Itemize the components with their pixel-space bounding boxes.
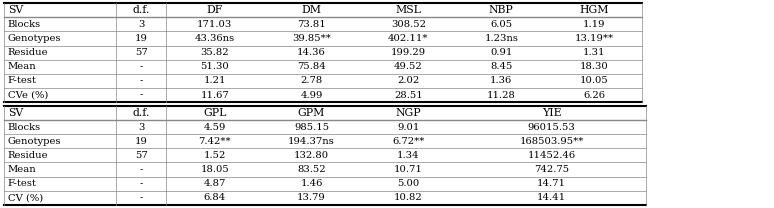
Text: 7.42**: 7.42** [198, 137, 231, 146]
Text: 132.80: 132.80 [294, 151, 329, 160]
Text: 51.30: 51.30 [200, 62, 229, 71]
Text: 1.23ns: 1.23ns [485, 34, 518, 43]
Text: 4.59: 4.59 [204, 123, 226, 132]
Text: 199.29: 199.29 [391, 48, 426, 57]
Text: 308.52: 308.52 [391, 20, 426, 29]
Text: 13.19**: 13.19** [574, 34, 614, 43]
Text: 171.03: 171.03 [197, 20, 232, 29]
Text: 14.71: 14.71 [537, 179, 566, 188]
Text: -: - [139, 62, 143, 71]
Text: 1.21: 1.21 [204, 76, 226, 85]
Text: 14.41: 14.41 [537, 193, 566, 202]
Text: DF: DF [207, 5, 223, 15]
Text: YIE: YIE [542, 108, 561, 118]
Text: 4.99: 4.99 [300, 90, 323, 100]
Text: 96015.53: 96015.53 [528, 123, 575, 132]
Text: 10.82: 10.82 [394, 193, 423, 202]
Text: SV: SV [8, 108, 23, 118]
Text: NBP: NBP [489, 5, 513, 15]
Text: 39.85**: 39.85** [292, 34, 331, 43]
Text: Residue: Residue [8, 151, 48, 160]
Text: 1.19: 1.19 [583, 20, 605, 29]
Text: 168503.95**: 168503.95** [519, 137, 584, 146]
Text: 2.78: 2.78 [300, 76, 323, 85]
Text: MSL: MSL [396, 5, 421, 15]
Text: 1.31: 1.31 [583, 48, 605, 57]
Text: d.f.: d.f. [132, 108, 150, 118]
Text: 14.36: 14.36 [297, 48, 326, 57]
Text: HGM: HGM [579, 5, 609, 15]
Text: -: - [139, 165, 143, 174]
Text: 18.30: 18.30 [580, 62, 608, 71]
Text: 1.36: 1.36 [490, 76, 512, 85]
Text: 35.82: 35.82 [200, 48, 229, 57]
Text: GPL: GPL [203, 108, 227, 118]
Text: 985.15: 985.15 [294, 123, 329, 132]
Text: 4.87: 4.87 [204, 179, 226, 188]
Text: GPM: GPM [298, 108, 325, 118]
Text: NGP: NGP [396, 108, 421, 118]
Text: 28.51: 28.51 [394, 90, 423, 100]
Text: 73.81: 73.81 [297, 20, 326, 29]
Text: 19: 19 [135, 137, 148, 146]
Text: Residue: Residue [8, 48, 48, 57]
Text: 83.52: 83.52 [297, 165, 326, 174]
Text: Genotypes: Genotypes [8, 34, 61, 43]
Text: 49.52: 49.52 [394, 62, 423, 71]
Text: 6.84: 6.84 [204, 193, 226, 202]
Text: 2.02: 2.02 [397, 76, 420, 85]
Text: 194.37ns: 194.37ns [288, 137, 335, 146]
Text: CVe (%): CVe (%) [8, 90, 48, 100]
Text: 6.05: 6.05 [490, 20, 512, 29]
Text: Blocks: Blocks [8, 20, 41, 29]
Text: CV (%): CV (%) [8, 193, 43, 202]
Text: 0.91: 0.91 [490, 48, 512, 57]
Text: 57: 57 [135, 151, 148, 160]
Text: 43.36ns: 43.36ns [195, 34, 235, 43]
Text: 3: 3 [138, 20, 145, 29]
Text: -: - [139, 76, 143, 85]
Text: 18.05: 18.05 [200, 165, 229, 174]
Text: 3: 3 [138, 123, 145, 132]
Text: 1.46: 1.46 [300, 179, 323, 188]
Text: -: - [139, 179, 143, 188]
Text: Blocks: Blocks [8, 123, 41, 132]
Text: 6.26: 6.26 [583, 90, 605, 100]
Text: -: - [139, 193, 143, 202]
Text: 8.45: 8.45 [490, 62, 512, 71]
Text: 10.71: 10.71 [394, 165, 423, 174]
Text: Mean: Mean [8, 62, 36, 71]
Text: Genotypes: Genotypes [8, 137, 61, 146]
Text: d.f.: d.f. [132, 5, 150, 15]
Text: 19: 19 [135, 34, 148, 43]
Text: DM: DM [302, 5, 321, 15]
Text: 11.67: 11.67 [200, 90, 229, 100]
Text: 6.72**: 6.72** [392, 137, 424, 146]
Text: 57: 57 [135, 48, 148, 57]
Text: SV: SV [8, 5, 23, 15]
Text: 11452.46: 11452.46 [527, 151, 576, 160]
Text: 13.79: 13.79 [297, 193, 326, 202]
Text: 402.11*: 402.11* [388, 34, 429, 43]
Text: 9.01: 9.01 [397, 123, 420, 132]
Text: 10.05: 10.05 [580, 76, 608, 85]
Text: 5.00: 5.00 [397, 179, 420, 188]
Text: 11.28: 11.28 [487, 90, 515, 100]
Text: 1.34: 1.34 [397, 151, 420, 160]
Text: 75.84: 75.84 [297, 62, 326, 71]
Text: -: - [139, 90, 143, 100]
Text: Mean: Mean [8, 165, 36, 174]
Text: 742.75: 742.75 [534, 165, 569, 174]
Text: F-test: F-test [8, 179, 36, 188]
Text: 1.52: 1.52 [204, 151, 226, 160]
Text: F-test: F-test [8, 76, 36, 85]
